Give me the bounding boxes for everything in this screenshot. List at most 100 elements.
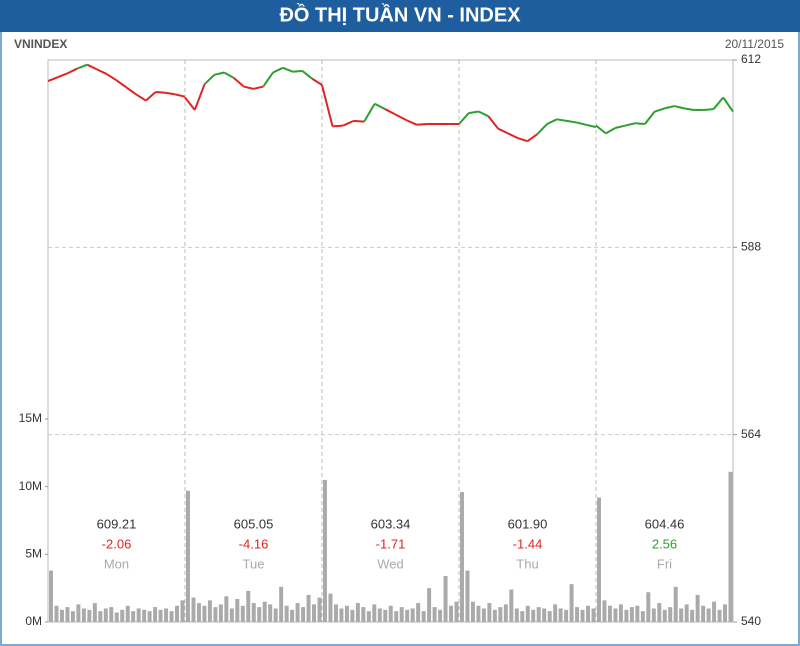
price-segment (76, 63, 88, 70)
volume-bar (240, 605, 245, 622)
price-segment (615, 124, 626, 129)
volume-bar (147, 611, 152, 622)
price-segment (321, 84, 334, 127)
price-segment (203, 74, 216, 85)
price-segment (712, 96, 724, 110)
price-segment (253, 85, 264, 90)
price-segment (576, 121, 587, 126)
volume-bar (103, 608, 108, 622)
volume-bar (399, 607, 404, 622)
volume-bar (492, 609, 497, 622)
price-segment (342, 119, 355, 127)
volume-bar (465, 570, 470, 622)
volume-bar (701, 605, 706, 622)
volume-tick-label: 10M (19, 479, 42, 493)
volume-bar (142, 609, 147, 622)
price-segment (384, 108, 397, 116)
volume-bar (136, 608, 141, 622)
volume-bar (613, 608, 618, 622)
volume-bar (301, 607, 306, 622)
price-segment (193, 83, 206, 111)
y-tick-label: 588 (741, 240, 761, 254)
price-segment (272, 66, 284, 74)
price-segment (332, 124, 344, 128)
volume-bar (388, 605, 393, 622)
volume-bar (706, 608, 711, 622)
volume-bar (481, 608, 486, 622)
volume-bar (662, 609, 667, 622)
close-label: 609.21 (97, 516, 137, 531)
volume-bar (323, 479, 327, 622)
volume-bar (213, 607, 218, 622)
volume-bar (410, 608, 415, 622)
volume-bar (229, 608, 234, 622)
day-label: Mon (104, 556, 129, 571)
volume-bar (59, 609, 64, 622)
volume-bar (531, 609, 536, 622)
price-segment (292, 69, 303, 73)
price-segment (487, 115, 499, 130)
price-segment (96, 68, 108, 75)
volume-bar (257, 607, 262, 622)
price-segment (115, 79, 127, 89)
volume-bar (542, 608, 547, 622)
day-label: Thu (516, 556, 538, 571)
volume-bar (306, 594, 311, 622)
volume-bar (427, 588, 432, 622)
volume-bar (54, 605, 59, 622)
volume-bar (218, 604, 223, 622)
volume-bar (49, 570, 53, 622)
price-segment (214, 71, 225, 76)
volume-bar (344, 605, 349, 622)
volume-bar (279, 586, 284, 622)
volume-bar (624, 609, 629, 622)
price-segment (546, 118, 558, 125)
volume-bar (629, 607, 634, 622)
volume-bar (640, 611, 645, 622)
volume-bar (503, 604, 508, 622)
close-label: 604.46 (645, 516, 685, 531)
price-segment (468, 110, 479, 115)
volume-bar (290, 609, 295, 622)
volume-bar (333, 604, 338, 622)
change-label: -2.06 (102, 536, 132, 551)
price-segment (507, 132, 519, 139)
volume-bar (186, 490, 190, 622)
volume-bar (262, 601, 267, 622)
volume-bar (175, 605, 180, 622)
volume-bar (536, 607, 541, 622)
price-segment (703, 108, 714, 111)
volume-bar (158, 609, 163, 622)
close-label: 601.90 (508, 516, 548, 531)
volume-bar (514, 608, 519, 622)
volume-bar (564, 609, 569, 622)
volume-bar (591, 608, 596, 622)
volume-bar (449, 605, 454, 622)
volume-bar (695, 594, 700, 622)
volume-bar (131, 611, 136, 622)
volume-bar (109, 607, 114, 622)
price-segment (184, 96, 196, 111)
volume-tick-label: 0M (25, 614, 42, 628)
close-label: 605.05 (234, 516, 274, 531)
price-segment (416, 123, 428, 126)
price-segment (135, 93, 147, 102)
volume-bar (246, 590, 251, 622)
volume-bar (317, 597, 322, 622)
volume-bar (547, 611, 552, 622)
price-segment (458, 112, 470, 125)
y-tick-label: 564 (741, 427, 761, 441)
volume-bar (180, 600, 185, 622)
price-segment (683, 107, 695, 111)
volume-bar (520, 611, 525, 622)
price-segment (106, 73, 118, 82)
volume-bar (65, 607, 70, 622)
volume-bar (673, 586, 678, 622)
volume-bar (575, 607, 580, 622)
price-segment (155, 91, 166, 94)
price-segment (566, 119, 577, 124)
volume-bar (98, 611, 103, 622)
price-segment (262, 71, 274, 88)
volume-bar (635, 605, 640, 622)
price-segment (353, 119, 365, 123)
